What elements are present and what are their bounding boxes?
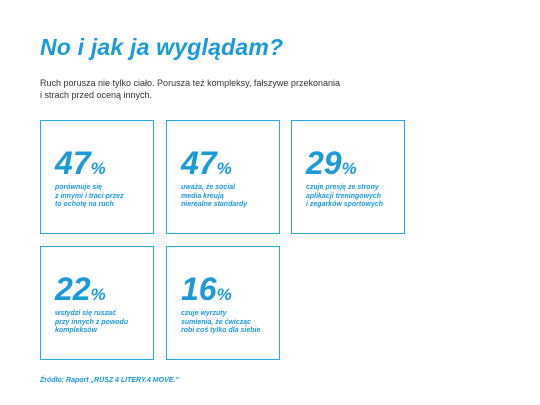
stat-description: uważa, że social media kreują nierealne st… <box>181 184 247 210</box>
stat-line: aplikacji treningowych <box>306 192 382 200</box>
stat-line: z innymi i traci przez <box>55 192 124 200</box>
stat-description: porównuje się z innymi i traci przez to oc… <box>55 184 123 210</box>
stat-number: 47% <box>181 147 232 185</box>
stat-number: 29% <box>306 147 357 185</box>
stat-value: 47 <box>181 145 217 181</box>
stat-description: czuje presję ze strony aplikacji treningo… <box>306 184 383 210</box>
intro: Ruch porusza nie tylko ciało. Porusza te… <box>40 77 340 101</box>
stat-box: 47% porównuje się z innymi i traci przez to… <box>40 120 154 234</box>
stat-number: 16% <box>181 273 232 311</box>
stat-line: porównuje się <box>55 184 103 191</box>
stat-value: 29 <box>306 145 342 181</box>
stat-line: to ochotę na ruch <box>55 201 114 208</box>
stat-box: 22% wstydzi się ruszać przy innych z powod… <box>40 246 154 360</box>
stat-number: 47% <box>55 147 106 185</box>
stat-line: wstydzi się ruszać <box>55 310 117 317</box>
stat-line: media kreują <box>181 192 224 200</box>
stat-line: i zegarków sportowych <box>306 201 384 208</box>
stat-line: robi coś tylko dla siebie <box>181 327 261 334</box>
stat-value: 47 <box>55 145 91 181</box>
stat-value: 22 <box>55 271 91 307</box>
stat-line: kompleksów <box>55 327 98 334</box>
stat-box: 47% uważa, że social media kreują nierealne… <box>166 120 280 234</box>
intro-line: Ruch porusza nie tylko ciało. Porusza te… <box>40 78 340 88</box>
title: No i jak ja wyglądam? <box>40 34 284 60</box>
stat-unit: % <box>216 285 232 304</box>
stat-line: czuje wyrzuty <box>181 310 227 317</box>
stat-unit: % <box>341 159 357 178</box>
stat-line: przy innych z powodu <box>55 318 129 326</box>
stat-number: 22% <box>55 273 106 311</box>
stat-description: wstydzi się ruszać przy innych z powodu ko… <box>55 310 128 336</box>
stat-box: 16% czuje wyrzuty sumienia, że ćwicząc robi… <box>166 246 280 360</box>
stat-unit: % <box>90 285 106 304</box>
stat-line: nierealne standardy <box>181 201 248 208</box>
stat-unit: % <box>90 159 106 178</box>
stat-line: sumienia, że ćwicząc <box>181 318 252 326</box>
stat-value: 16 <box>181 271 217 307</box>
stat-line: czuje presję ze strony <box>306 184 379 191</box>
intro-line: i strach przed oceną innych. <box>40 90 153 100</box>
stat-line: uważa, że social <box>181 184 236 191</box>
stat-unit: % <box>216 159 232 178</box>
source: Źródło: Raport „RUSZ 4 LITERY.4 MOVE.” <box>40 377 179 384</box>
stat-description: czuje wyrzuty sumienia, że ćwicząc robi co… <box>181 310 260 336</box>
stat-box: 29% czuje presję ze strony aplikacji treni… <box>291 120 405 234</box>
